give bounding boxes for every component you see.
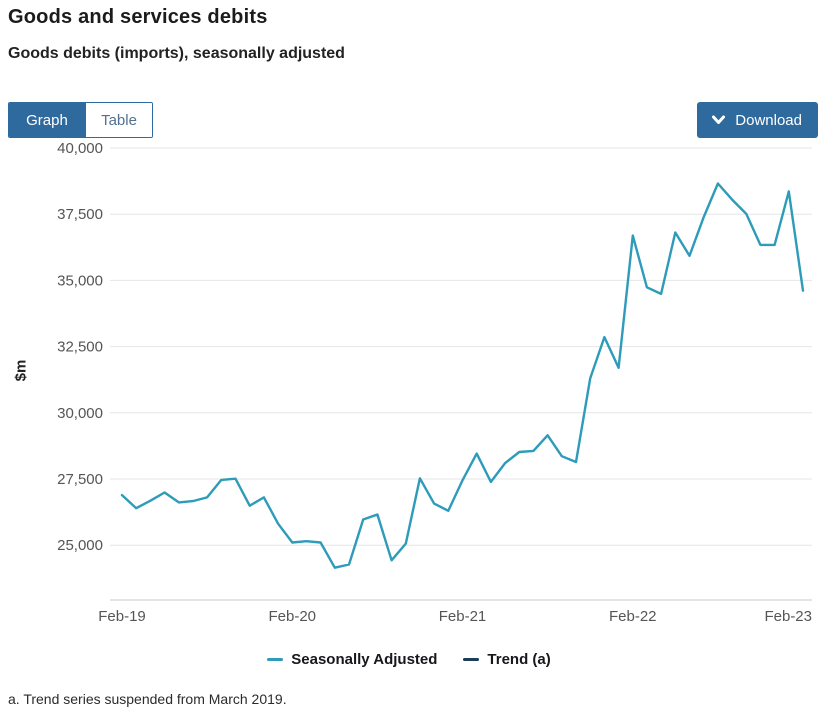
svg-text:35,000: 35,000 xyxy=(57,272,103,289)
svg-text:Feb-23: Feb-23 xyxy=(764,608,812,625)
chart-legend: Seasonally Adjusted Trend (a) xyxy=(0,646,818,672)
legend-item-trend[interactable]: Trend (a) xyxy=(463,650,551,668)
legend-item-seasonally-adjusted[interactable]: Seasonally Adjusted xyxy=(267,651,437,668)
svg-text:37,500: 37,500 xyxy=(57,206,103,223)
legend-label: Seasonally Adjusted xyxy=(291,650,438,668)
svg-text:Feb-22: Feb-22 xyxy=(609,608,657,625)
svg-text:25,000: 25,000 xyxy=(57,537,103,554)
svg-text:Feb-21: Feb-21 xyxy=(439,608,487,625)
x-axis-labels: Feb-19 Feb-20 Feb-21 Feb-22 Feb-23 xyxy=(98,608,812,625)
download-label: Download xyxy=(735,111,802,129)
tab-table[interactable]: Table xyxy=(85,103,152,137)
legend-label: Trend (a) xyxy=(487,650,551,668)
seasonally-adjusted-line-swatch xyxy=(267,657,284,661)
page-title: Goods and services debits xyxy=(8,6,268,28)
tab-graph[interactable]: Graph xyxy=(9,103,85,137)
y-axis-labels: 25,000 27,500 30,000 32,500 35,000 37,500 40,0… xyxy=(57,140,103,554)
trend-line-swatch xyxy=(463,657,480,661)
series-line-seasonally-adjusted xyxy=(120,182,805,569)
chart-area: $m 25,000 27,500 30,000 32,500 35,000 37,500 4… xyxy=(0,140,818,640)
chevron-down-icon xyxy=(711,114,726,126)
svg-text:40,000: 40,000 xyxy=(57,140,103,157)
toolbar: Graph Table Download xyxy=(0,102,818,138)
download-button[interactable]: Download xyxy=(697,102,818,138)
svg-text:27,500: 27,500 xyxy=(57,471,103,488)
svg-text:Feb-20: Feb-20 xyxy=(268,608,316,625)
chart-canvas: 25,000 27,500 30,000 32,500 35,000 37,500 40,0… xyxy=(57,140,812,625)
svg-text:30,000: 30,000 xyxy=(57,405,103,422)
footnote: a. Trend series suspended from March 201… xyxy=(8,691,287,707)
view-toggle: Graph Table xyxy=(8,102,153,138)
chart-title: Goods debits (imports), seasonally adjus… xyxy=(8,45,345,62)
svg-text:32,500: 32,500 xyxy=(57,339,103,356)
svg-text:Feb-19: Feb-19 xyxy=(98,608,146,625)
